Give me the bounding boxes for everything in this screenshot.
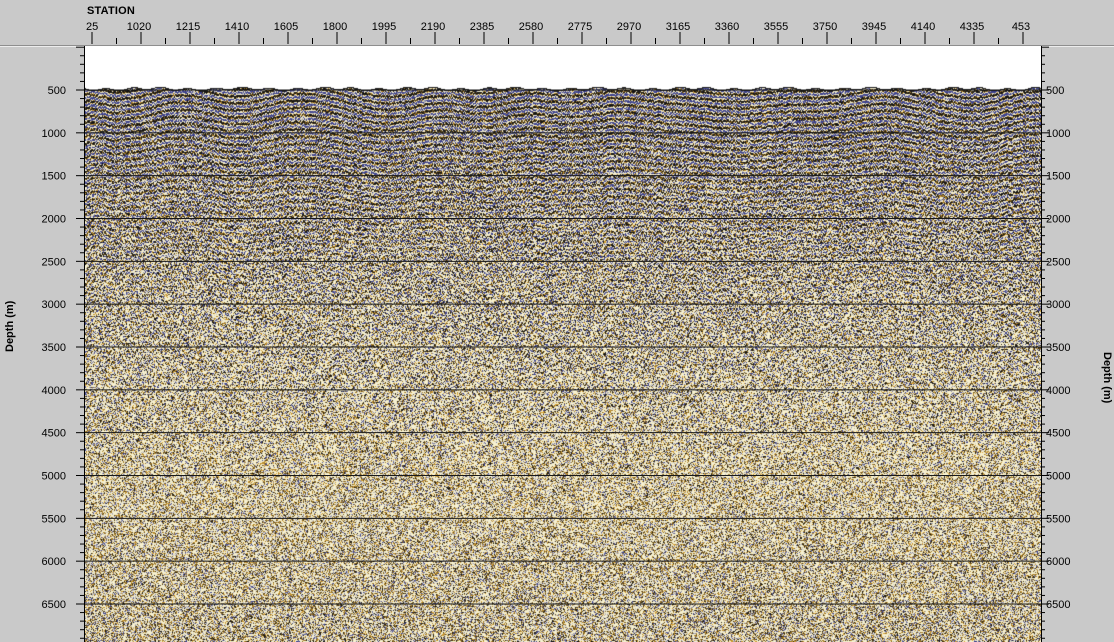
station-tick-label: 4335 — [960, 21, 984, 33]
station-tick-label: 1995 — [372, 21, 396, 33]
station-tick-label: 3165 — [666, 21, 690, 33]
depth-tick-label: 5000 — [1046, 471, 1070, 483]
depth-tick-label: 4000 — [1046, 385, 1070, 397]
depth-tick-label: 2000 — [1046, 214, 1070, 226]
station-tick-label: 2385 — [470, 21, 494, 33]
station-tick-label: 2970 — [617, 21, 641, 33]
depth-tick-label: 3000 — [1046, 299, 1070, 311]
depth-tick-label: 2500 — [42, 256, 66, 268]
depth-tick-label: 2000 — [42, 214, 66, 226]
station-tick-label: 3750 — [813, 21, 837, 33]
depth-tick-label: 3000 — [42, 299, 66, 311]
depth-tick-label: 3500 — [1046, 342, 1070, 354]
station-tick-label: 2580 — [519, 21, 543, 33]
station-tick-label: 3555 — [764, 21, 788, 33]
station-tick-label: 2775 — [568, 21, 592, 33]
depth-tick-label: 4500 — [42, 428, 66, 440]
depth-tick-label: 1500 — [1046, 171, 1070, 183]
depth-tick-label: 6500 — [42, 599, 66, 611]
station-tick-label: 1605 — [274, 21, 298, 33]
depth-tick-label: 2500 — [1046, 256, 1070, 268]
station-tick-label: 1800 — [323, 21, 347, 33]
station-tick-label: 453 — [1012, 21, 1030, 33]
station-tick-label: 4140 — [911, 21, 935, 33]
depth-tick-label: 1500 — [42, 171, 66, 183]
seismic-section-image[interactable] — [85, 46, 1041, 642]
station-tick-label: 1020 — [127, 21, 151, 33]
depth-tick-label: 6000 — [42, 556, 66, 568]
station-tick-label: 1410 — [225, 21, 249, 33]
station-axis: 25 1020 1215 1410 1605 1800 1995 2190 2385 2580 27… — [86, 21, 1030, 44]
depth-tick-label: 6500 — [1046, 599, 1070, 611]
station-tick-label: 3945 — [862, 21, 886, 33]
depth-tick-label: 6000 — [1046, 556, 1070, 568]
depth-axis-left-label: Depth (m) — [4, 300, 16, 352]
station-tick-label: 25 — [86, 21, 98, 33]
depth-tick-label: 5000 — [42, 471, 66, 483]
depth-axis-right-label: Depth (m) — [1101, 352, 1113, 404]
depth-tick-label: 500 — [48, 85, 66, 97]
depth-tick-label: 5500 — [42, 513, 66, 525]
station-axis-title: STATION — [87, 5, 136, 17]
depth-tick-label: 5500 — [1046, 513, 1070, 525]
depth-tick-label: 1000 — [1046, 128, 1070, 140]
depth-tick-label: 4000 — [42, 385, 66, 397]
depth-gridlines — [85, 89, 1041, 605]
depth-tick-label: 1000 — [42, 128, 66, 140]
header-divider — [0, 45, 1114, 46]
seismic-section-panel[interactable] — [84, 46, 1042, 642]
station-tick-label: 3360 — [715, 21, 739, 33]
station-tick-label: 2190 — [421, 21, 445, 33]
depth-axis-left: 500 1000 1500 2000 2500 3000 3500 4000 4500 5000 5… — [42, 46, 84, 639]
depth-tick-label: 500 — [1046, 85, 1064, 97]
depth-tick-label: 4500 — [1046, 428, 1070, 440]
depth-tick-label: 3500 — [42, 342, 66, 354]
depth-axis-right: 500 1000 1500 2000 2500 3000 3500 4000 4500 5000 5… — [1041, 46, 1070, 639]
station-tick-label: 1215 — [176, 21, 200, 33]
